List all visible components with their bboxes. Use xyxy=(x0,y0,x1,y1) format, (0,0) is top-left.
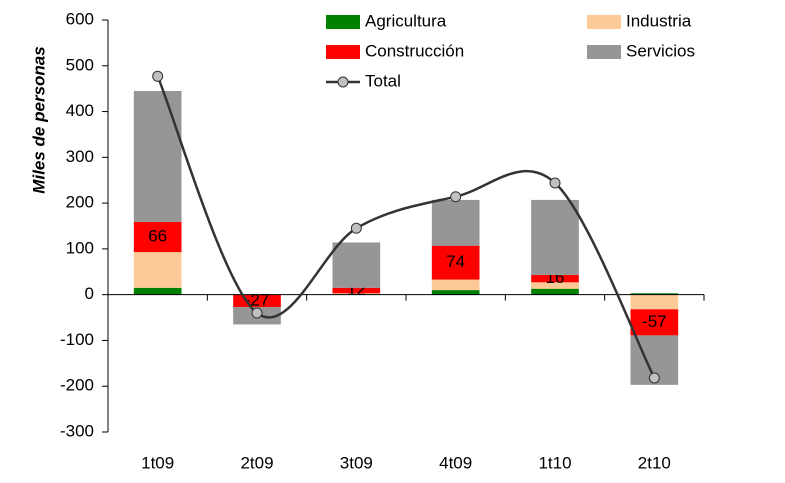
y-tick-label: 300 xyxy=(66,147,94,166)
bar-segment xyxy=(432,290,480,295)
total-marker xyxy=(451,192,461,202)
legend-swatch xyxy=(587,15,621,29)
legend-label: Total xyxy=(365,71,401,90)
bar-segment xyxy=(432,200,480,246)
legend-label: Servicios xyxy=(626,41,695,60)
y-tick-label: -300 xyxy=(60,421,94,440)
legend-label: Agricultura xyxy=(365,11,447,30)
bar-segment xyxy=(531,289,579,295)
x-tick-label: 1t10 xyxy=(538,453,571,472)
total-marker xyxy=(649,373,659,383)
y-tick-label: 500 xyxy=(66,55,94,74)
x-tick-label: 2t10 xyxy=(638,453,671,472)
bar-segment xyxy=(134,288,182,295)
legend-label: Construcción xyxy=(365,41,464,60)
x-tick-label: 3t09 xyxy=(340,453,373,472)
y-tick-label: 400 xyxy=(66,101,94,120)
y-tick-label: -200 xyxy=(60,376,94,395)
total-marker xyxy=(252,308,262,318)
total-line xyxy=(158,76,655,378)
bar-segment xyxy=(630,295,678,310)
bar-segment xyxy=(332,242,380,287)
y-tick-label: 0 xyxy=(85,284,94,303)
total-marker xyxy=(153,71,163,81)
legend-swatch xyxy=(326,15,360,29)
y-tick-label: 100 xyxy=(66,238,94,257)
bar-segment xyxy=(134,91,182,222)
total-marker xyxy=(550,178,560,188)
y-tick-label: -100 xyxy=(60,330,94,349)
legend-marker xyxy=(338,77,348,87)
legend-label: Industria xyxy=(626,11,692,30)
legend-swatch xyxy=(587,45,621,59)
legend-swatch xyxy=(326,45,360,59)
x-tick-label: 4t09 xyxy=(439,453,472,472)
total-marker xyxy=(351,223,361,233)
bar-segment xyxy=(531,200,579,275)
value-label: 66 xyxy=(148,226,167,245)
value-label: -57 xyxy=(642,312,667,331)
value-label: -27 xyxy=(245,290,270,309)
value-label: 74 xyxy=(446,252,465,271)
y-axis-label: Miles de personas xyxy=(29,46,48,193)
y-tick-label: 200 xyxy=(66,193,94,212)
bar-segment xyxy=(134,252,182,288)
bar-segment xyxy=(432,280,480,291)
y-tick-label: 600 xyxy=(66,9,94,28)
x-tick-label: 1t09 xyxy=(141,453,174,472)
x-tick-label: 2t09 xyxy=(240,453,273,472)
